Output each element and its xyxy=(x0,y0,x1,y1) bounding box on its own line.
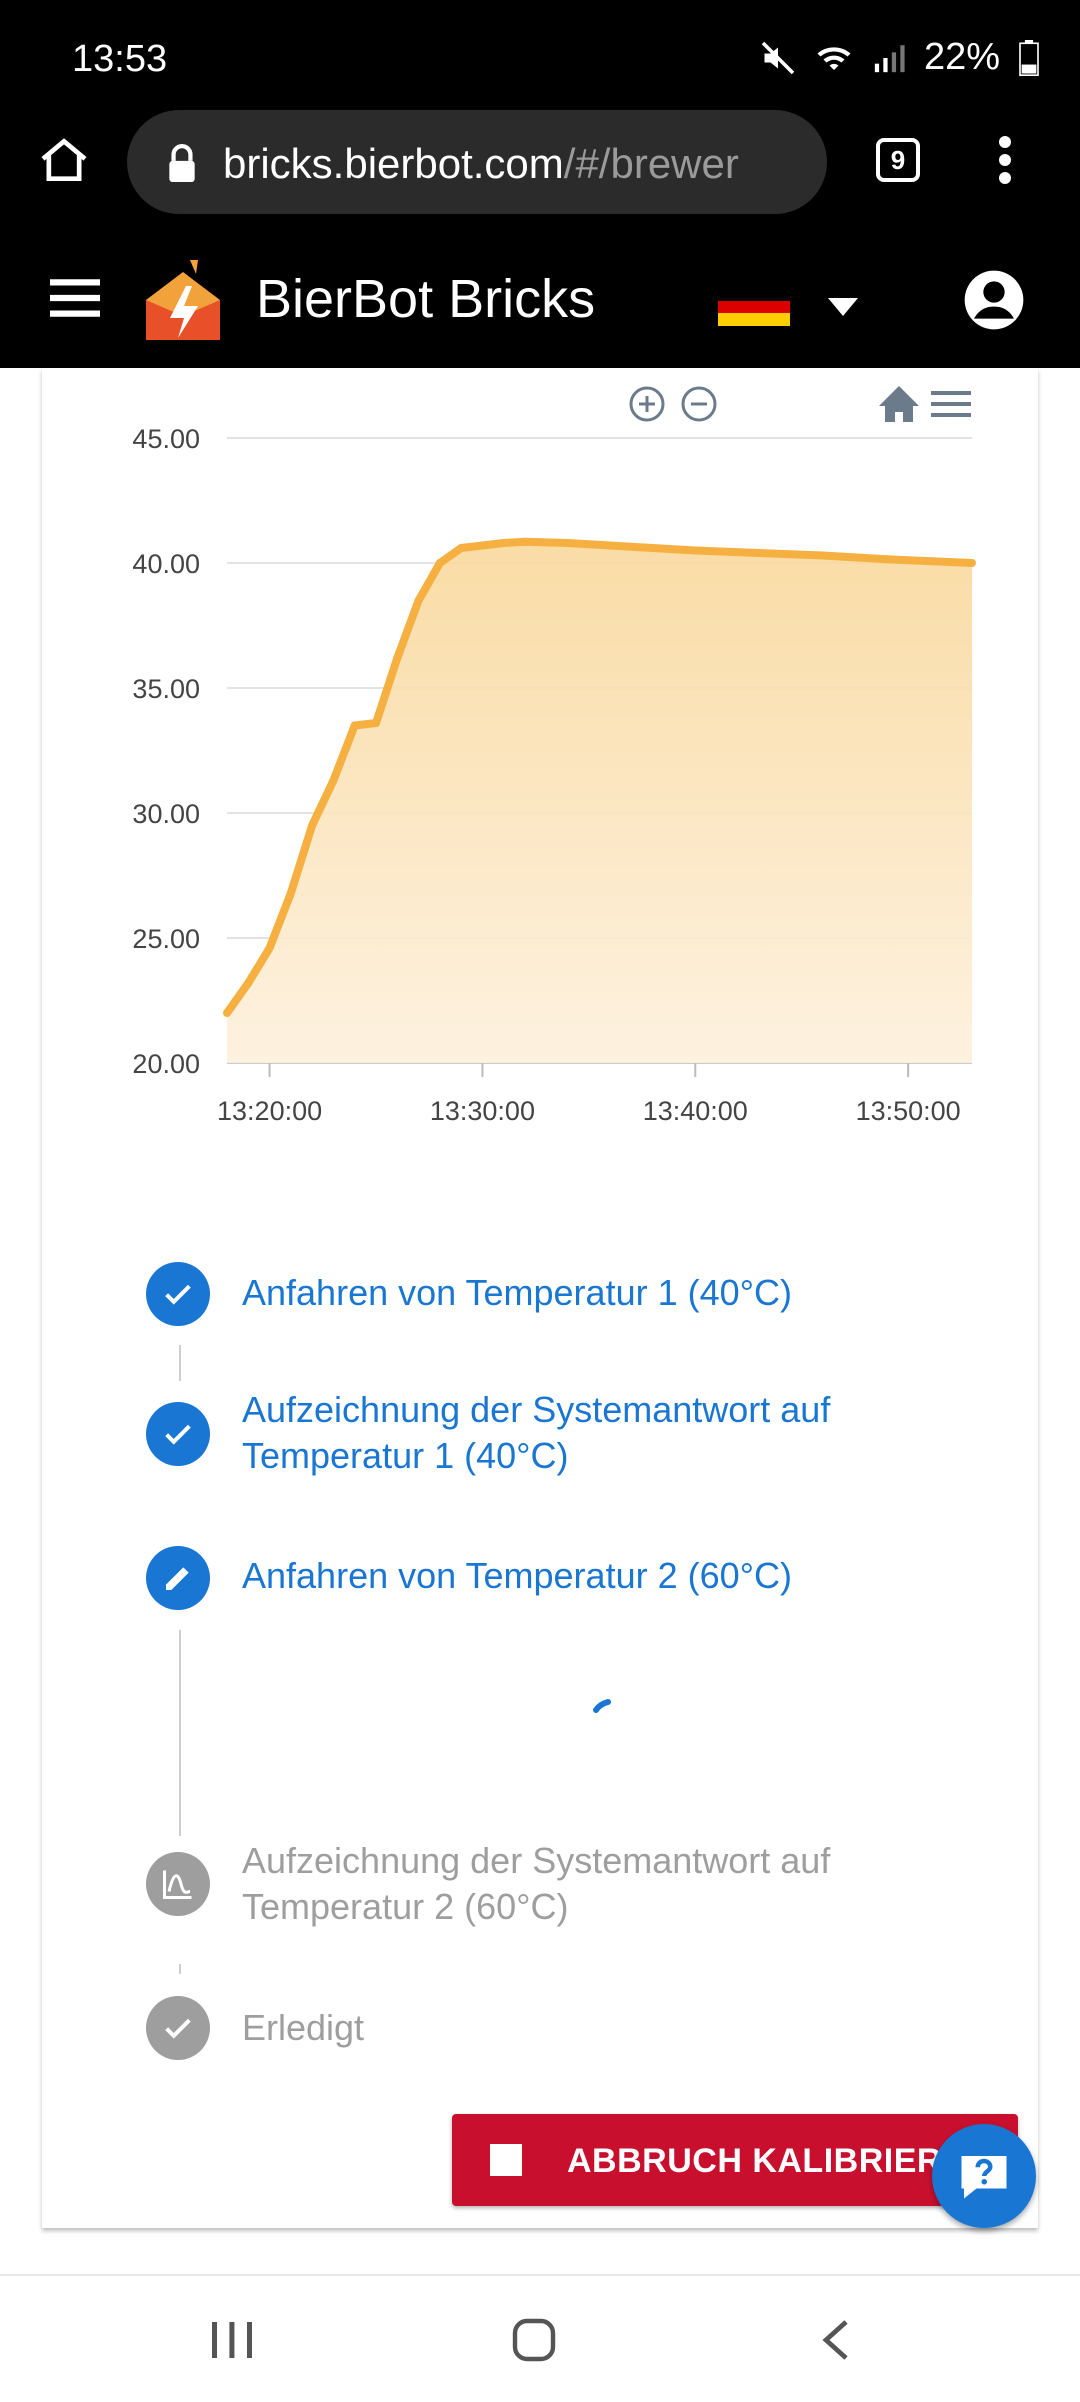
data-point xyxy=(414,596,423,605)
recent-apps-icon[interactable] xyxy=(208,2318,256,2362)
data-point xyxy=(968,559,976,567)
x-tick-label: 13:40:00 xyxy=(643,1096,748,1126)
lock-icon xyxy=(169,144,195,182)
data-point xyxy=(691,546,700,555)
chevron-down-icon xyxy=(828,298,858,316)
hamburger-menu-icon[interactable] xyxy=(50,278,100,318)
step-4-icon xyxy=(146,1852,210,1916)
nav-home-icon[interactable] xyxy=(510,2316,558,2364)
home-icon[interactable] xyxy=(36,132,92,188)
data-point xyxy=(457,544,466,552)
zoom-out-icon[interactable] xyxy=(681,386,717,422)
step-5-label[interactable]: Erledigt xyxy=(242,2007,365,2048)
step-1-icon xyxy=(146,1262,210,1326)
abort-calibration-button[interactable]: ABBRUCH KALIBRIERUNG xyxy=(452,2114,1018,2206)
browser-toolbar: bricks.bierbot.com/#/brewer 9 xyxy=(0,100,1080,230)
y-tick-label: 20.00 xyxy=(132,1049,200,1079)
check-icon xyxy=(165,1284,191,1305)
chart-menu-icon[interactable] xyxy=(931,391,971,417)
data-point xyxy=(265,944,274,952)
temperature-chart: 45.00 40.00 35.00 30.00 25.00 20.00 13:20:00 1… xyxy=(132,386,976,1126)
temperature-area xyxy=(227,541,972,1063)
data-point xyxy=(882,555,891,564)
help-chat-button[interactable] xyxy=(932,2124,1036,2228)
back-icon[interactable] xyxy=(818,2318,854,2362)
status-time: 13:53 xyxy=(72,38,168,80)
step-4-label[interactable]: Aufzeichnung der Systemantwort auf Tempe… xyxy=(242,1840,831,1927)
x-tick-label: 13:20:00 xyxy=(217,1096,322,1126)
step-connector xyxy=(179,1630,181,1836)
more-options-icon[interactable] xyxy=(985,134,1025,186)
help-chat-icon xyxy=(961,2156,1007,2199)
data-point xyxy=(563,539,572,547)
step-connector xyxy=(179,1964,181,1974)
system-nav-bar xyxy=(0,2274,1080,2402)
battery-percent: 22% xyxy=(923,36,1000,78)
language-selector[interactable] xyxy=(718,288,868,328)
step-3-icon xyxy=(146,1546,210,1610)
x-tick-label: 13:50:00 xyxy=(856,1096,961,1126)
check-icon xyxy=(165,1424,191,1445)
battery-icon xyxy=(1019,39,1039,76)
y-tick-label: 30.00 xyxy=(132,799,200,829)
data-point xyxy=(606,541,615,550)
tab-switcher-button[interactable]: 9 xyxy=(876,138,920,182)
step-connector xyxy=(179,1345,181,1381)
x-tick-label: 13:30:00 xyxy=(430,1096,535,1126)
data-point xyxy=(435,559,444,567)
data-point xyxy=(755,549,764,557)
data-point xyxy=(223,1009,231,1017)
app-title: BierBot Bricks xyxy=(256,269,596,329)
data-point xyxy=(244,979,253,987)
loading-spinner-icon xyxy=(593,1699,611,1713)
data-point xyxy=(286,889,295,897)
step-1-label[interactable]: Anfahren von Temperatur 1 (40°C) xyxy=(242,1272,793,1313)
data-point xyxy=(648,544,657,552)
y-tick-label: 40.00 xyxy=(132,549,200,579)
data-point xyxy=(521,537,529,546)
data-point xyxy=(393,654,402,662)
german-flag-icon xyxy=(718,288,790,326)
chart-home-icon[interactable] xyxy=(879,386,919,422)
url-host: bricks.bierbot.com xyxy=(223,140,564,187)
zoom-in-icon[interactable] xyxy=(629,386,665,422)
app-bar: BierBot Bricks xyxy=(0,230,1080,368)
data-point xyxy=(819,551,827,560)
data-point xyxy=(350,721,359,730)
account-icon[interactable] xyxy=(962,268,1026,332)
app-logo xyxy=(146,260,220,340)
step-2-label[interactable]: Aufzeichnung der Systemantwort auf Tempe… xyxy=(242,1389,831,1476)
url-path: /#/brewer xyxy=(563,140,739,187)
curve-icon xyxy=(163,1870,192,1899)
url-bar[interactable]: bricks.bierbot.com/#/brewer xyxy=(127,110,827,214)
step-3-label[interactable]: Anfahren von Temperatur 2 (60°C) xyxy=(242,1555,793,1596)
check-icon xyxy=(165,2018,191,2039)
mute-icon xyxy=(761,41,795,74)
data-point xyxy=(308,821,317,830)
step-5-icon xyxy=(146,1996,210,2060)
url-text: bricks.bierbot.com/#/brewer xyxy=(223,140,813,188)
signal-icon xyxy=(874,44,905,72)
data-point xyxy=(372,719,380,727)
y-tick-label: 45.00 xyxy=(132,424,200,454)
data-point xyxy=(478,541,487,550)
y-tick-label: 35.00 xyxy=(132,674,200,704)
data-point xyxy=(499,539,508,547)
status-bar: 13:53 22% xyxy=(0,0,1080,118)
pencil-icon xyxy=(166,1567,189,1590)
y-tick-label: 25.00 xyxy=(132,924,200,954)
data-point xyxy=(329,776,338,785)
step-2-icon xyxy=(146,1402,210,1466)
stop-icon xyxy=(490,2144,522,2176)
tab-count: 9 xyxy=(890,145,906,175)
wifi-icon xyxy=(817,46,851,70)
